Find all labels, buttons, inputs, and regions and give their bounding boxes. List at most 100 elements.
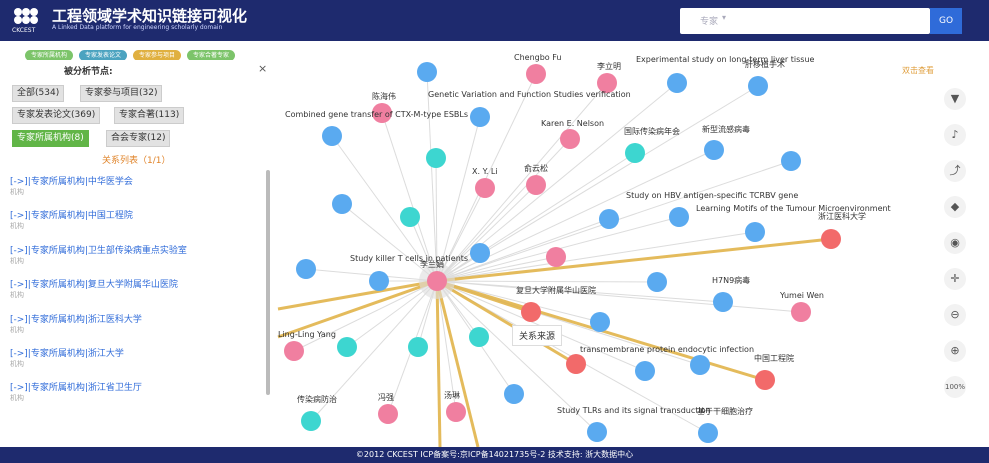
graph-node[interactable]	[417, 62, 437, 82]
graph-node[interactable]	[426, 148, 446, 168]
node-expert-feng[interactable]	[378, 404, 398, 424]
filter-org-button[interactable]: 专家所属机构(8)	[12, 130, 89, 147]
node-label: H7N9病毒	[712, 276, 751, 285]
panel-scrollbar[interactable]	[266, 170, 270, 395]
node-paper-flu[interactable]	[704, 140, 724, 160]
graph-node[interactable]	[546, 247, 566, 267]
graph-node[interactable]	[337, 337, 357, 357]
node-label: Study TLRs and its signal transduction	[557, 406, 711, 415]
graph-node[interactable]	[296, 259, 316, 279]
node-label: 汤琳	[444, 391, 460, 400]
node-paper-hbv[interactable]	[669, 207, 689, 227]
relation-tooltip: 关系来源	[512, 325, 563, 346]
legend-paper[interactable]: 专家发表论文	[79, 50, 128, 61]
graph-node[interactable]	[469, 327, 489, 347]
node-project-conf[interactable]	[625, 143, 645, 163]
relation-item[interactable]: [->]|专家所属机构|复旦大学附属华山医院	[10, 280, 178, 290]
node-label: 俞云松	[524, 164, 548, 173]
graph-node[interactable]	[504, 384, 524, 404]
node-label: Learning Motifs of the Tumour Microenvir…	[696, 204, 891, 213]
node-org-zjmu[interactable]	[821, 229, 841, 249]
legend: 专家所属机构 专家发表论文 专家参与项目 专家合著专家	[25, 50, 236, 61]
relation-item[interactable]: [->]|专家所属机构|浙江大学	[10, 349, 124, 359]
eye-icon[interactable]: ◉	[944, 232, 966, 254]
node-org-cae[interactable]	[755, 370, 775, 390]
node-label: transmembrane protein endocytic infectio…	[580, 345, 755, 354]
node-paper-liver[interactable]	[667, 73, 687, 93]
center-node[interactable]	[427, 271, 447, 291]
node-paper-genetic[interactable]	[470, 107, 490, 127]
node-expert-nelson[interactable]	[560, 129, 580, 149]
search-placeholder: 专家	[700, 17, 719, 27]
node-expert-yu[interactable]	[526, 175, 546, 195]
music-icon[interactable]: ♪	[944, 124, 966, 146]
search-input[interactable]: 专家 ▾	[680, 8, 930, 34]
relation-item[interactable]: [->]|专家所属机构|卫生部传染病重点实验室	[10, 246, 187, 256]
node-paper-tumour[interactable]	[745, 222, 765, 242]
filter-coauthor-button[interactable]: 专家合著(113)	[114, 107, 185, 124]
graph-node[interactable]	[566, 354, 586, 374]
node-expert-yang[interactable]	[284, 341, 304, 361]
node-label: Combined gene transfer of CTX-M-type ESB…	[285, 110, 469, 119]
search-button[interactable]: GO	[930, 8, 962, 34]
graph-node[interactable]	[647, 272, 667, 292]
expand-icon[interactable]: ✛	[944, 268, 966, 290]
graph-node[interactable]	[590, 312, 610, 332]
relation-item[interactable]: [->]|专家所属机构|浙江医科大学	[10, 315, 142, 325]
node-paper-h7n9[interactable]	[713, 292, 733, 312]
relation-type: 机构	[10, 360, 24, 368]
logo-icon	[14, 8, 38, 24]
graph-node[interactable]	[408, 337, 428, 357]
zoom-in-icon[interactable]: ⊕	[944, 340, 966, 362]
node-expert-xyli[interactable]	[475, 178, 495, 198]
filter-all-button[interactable]: 全部(534)	[12, 85, 65, 102]
node-expert-wen[interactable]	[791, 302, 811, 322]
filter-paper-button[interactable]: 专家发表论文(369)	[12, 107, 101, 124]
node-expert-fu[interactable]	[526, 64, 546, 84]
node-paper-stem[interactable]	[698, 423, 718, 443]
node-label: 肝移植手术	[745, 60, 785, 69]
filter-project-button[interactable]: 专家参与项目(32)	[80, 85, 163, 102]
node-expert-chen[interactable]	[372, 103, 392, 123]
relation-item[interactable]: [->]|专家所属机构|中国工程院	[10, 211, 133, 221]
graph-hint: 双击查看	[902, 66, 934, 75]
node-label: Study killer T cells in patients	[350, 254, 469, 263]
relation-list-title: 关系列表（1/1）	[102, 156, 171, 166]
header-bar: 工程领域学术知识链接可视化 A Linked Data platform for…	[0, 0, 989, 41]
relation-item[interactable]: [->]|专家所属机构|中华医学会	[10, 177, 133, 187]
graph-node[interactable]	[400, 207, 420, 227]
node-paper-ctx[interactable]	[322, 126, 342, 146]
close-icon[interactable]: ×	[258, 62, 268, 75]
tag-icon[interactable]: ◆	[944, 196, 966, 218]
share-icon[interactable]: ⤴	[944, 160, 966, 182]
node-label: Genetic Variation and Function Studies v…	[428, 90, 631, 99]
graph-node[interactable]	[470, 243, 490, 263]
node-label: Chengbo Fu	[514, 53, 562, 62]
node-paper-endocytic[interactable]	[635, 361, 655, 381]
legend-coauthor[interactable]: 专家合著专家	[187, 50, 236, 61]
node-expert-li[interactable]	[597, 73, 617, 93]
zoom-out-icon[interactable]: ⊖	[944, 304, 966, 326]
filter-expert-button[interactable]: 合会专家(12)	[106, 130, 171, 147]
node-label: 复旦大学附属华山医院	[516, 286, 596, 295]
node-project-prevent[interactable]	[301, 411, 321, 431]
node-org-fudan[interactable]	[521, 302, 541, 322]
node-paper-tlr[interactable]	[587, 422, 607, 442]
node-paper-killer[interactable]	[369, 271, 389, 291]
legend-org[interactable]: 专家所属机构	[25, 50, 74, 61]
relation-type: 机构	[10, 222, 24, 230]
chevron-down-icon[interactable]: ▾	[722, 13, 727, 22]
filter-icon[interactable]: ▼	[944, 88, 966, 110]
graph-node[interactable]	[781, 151, 801, 171]
node-expert-tang[interactable]	[446, 402, 466, 422]
graph-node[interactable]	[599, 209, 619, 229]
relation-type: 机构	[10, 257, 24, 265]
graph-node[interactable]	[690, 355, 710, 375]
node-label: Experimental study on long-term liver ti…	[636, 55, 815, 64]
legend-project[interactable]: 专家参与项目	[133, 50, 182, 61]
zoom-100-icon[interactable]: 100%	[944, 376, 966, 398]
relation-item[interactable]: [->]|专家所属机构|浙江省卫生厅	[10, 383, 142, 393]
graph-node[interactable]	[332, 194, 352, 214]
node-label: 基于干细胞治疗	[697, 407, 753, 416]
node-paper-transplant[interactable]	[748, 76, 768, 96]
